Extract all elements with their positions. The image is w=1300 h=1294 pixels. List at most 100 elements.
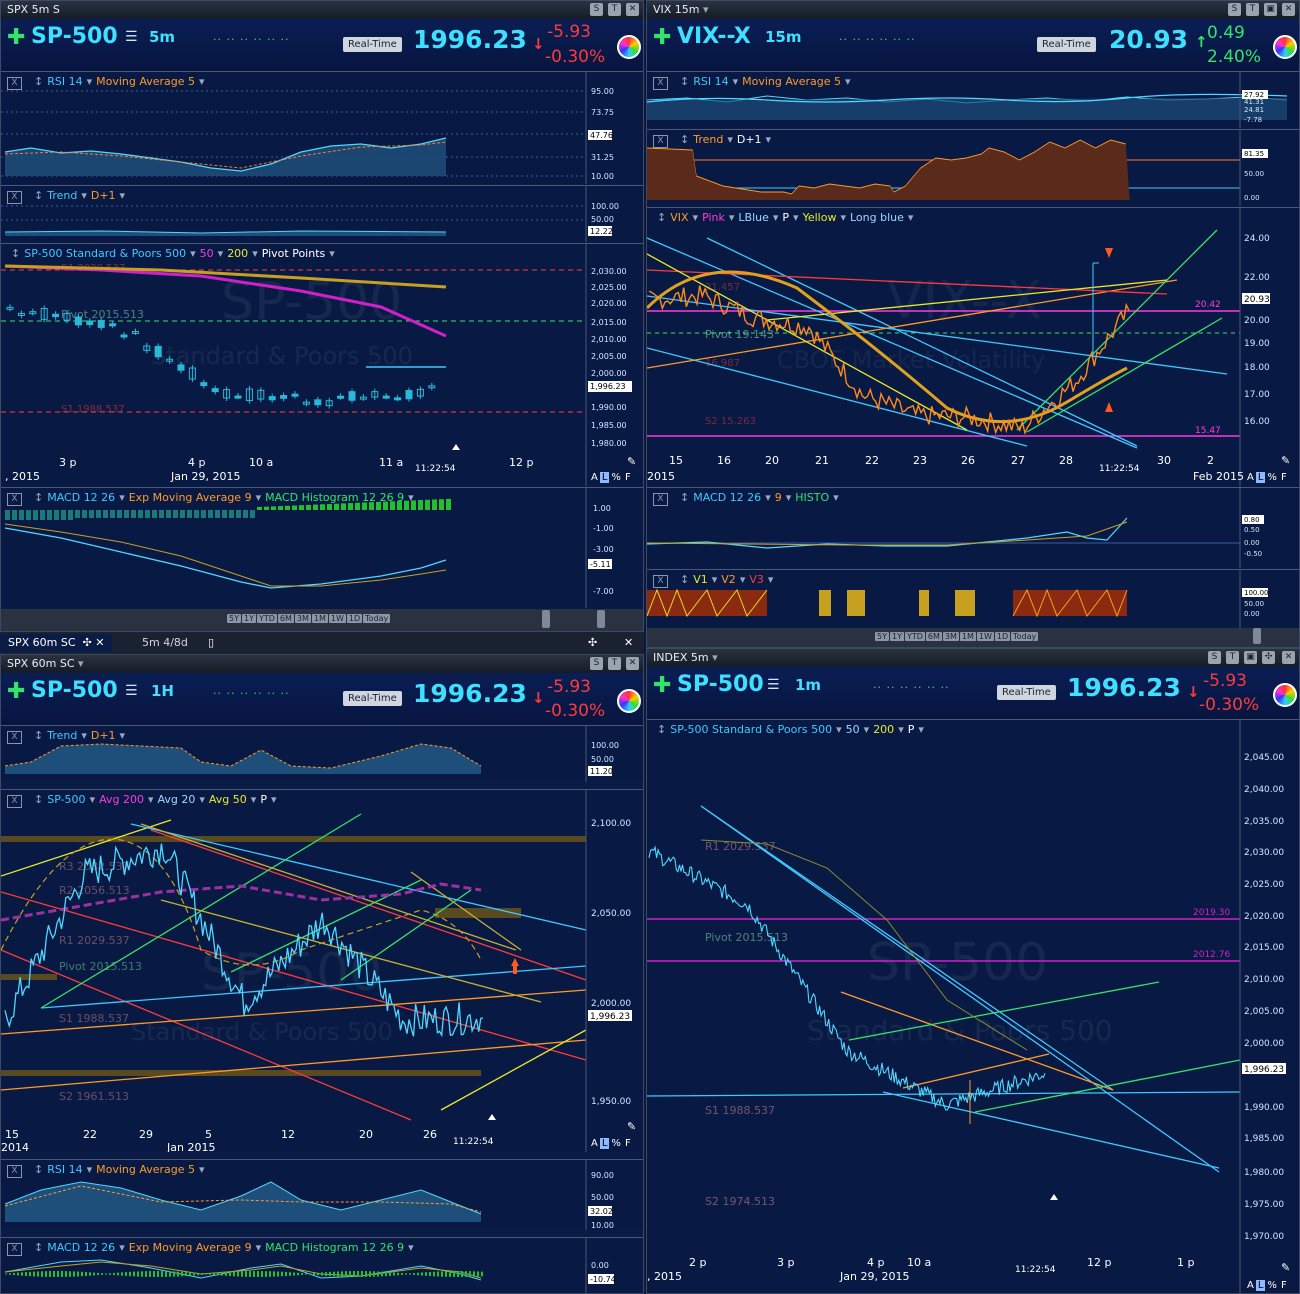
- settings-icon[interactable]: S: [590, 657, 603, 670]
- macd-chart: 1.00 -1.00 -3.00 -5.11 -7.00: [1, 488, 643, 631]
- link-icon[interactable]: ▣: [1264, 3, 1277, 16]
- color-wheel-icon[interactable]: [1273, 35, 1297, 59]
- time-stamp: 11:22:54: [415, 464, 456, 474]
- close-icon[interactable]: X: [7, 731, 22, 744]
- axis-mode-toggle[interactable]: A L% F: [591, 472, 631, 483]
- list-icon[interactable]: ☰: [767, 677, 780, 693]
- range-1y[interactable]: 1Y: [889, 632, 904, 641]
- text-icon[interactable]: T: [1226, 651, 1239, 664]
- symbol[interactable]: SP-500: [31, 24, 118, 49]
- close-icon[interactable]: X: [7, 77, 22, 90]
- panel-titlebar[interactable]: SPX 60m SC ▾ S T ✕: [1, 655, 643, 673]
- add-icon[interactable]: ✚: [653, 25, 672, 50]
- close-icon[interactable]: ✕: [624, 636, 634, 649]
- range-1m[interactable]: 1M: [959, 632, 976, 641]
- close-icon[interactable]: ✕: [626, 3, 639, 16]
- tab-5m[interactable]: 5m 4/8d: [142, 636, 188, 649]
- axis-mode-toggle[interactable]: A L% F: [591, 1138, 631, 1149]
- move-icon[interactable]: ✣: [588, 636, 598, 649]
- pencil-icon[interactable]: ✎: [1281, 1261, 1291, 1274]
- settings-icon[interactable]: S: [1228, 3, 1241, 16]
- price-chart: SP-500 Standard & Poors 500 R3 2082.537 …: [1, 790, 632, 1152]
- range-1m[interactable]: 1M: [311, 614, 328, 623]
- list-icon[interactable]: ☰: [125, 29, 138, 45]
- range-1d[interactable]: 1D: [994, 632, 1011, 641]
- close-icon[interactable]: ✕: [1282, 651, 1295, 664]
- change-percent: -0.30%: [545, 47, 606, 67]
- ma50-label: 50: [199, 247, 214, 260]
- text-icon[interactable]: T: [1246, 3, 1259, 16]
- settings-icon[interactable]: S: [590, 3, 603, 16]
- histogram-bar: [376, 501, 381, 510]
- range-3m[interactable]: 3M: [942, 632, 959, 641]
- close-icon[interactable]: X: [7, 191, 22, 204]
- close-icon[interactable]: ✕: [1282, 3, 1295, 16]
- link-icon[interactable]: ▣: [1244, 651, 1257, 664]
- x-label: 2 p: [689, 1256, 706, 1269]
- symbol[interactable]: SP-500: [31, 678, 118, 703]
- settings-icon[interactable]: S: [1208, 651, 1221, 664]
- histogram-bar: [341, 503, 346, 510]
- trend-chart: 100.00 50.00 11.20: [4, 726, 619, 782]
- histogram-bar: [217, 1272, 219, 1276]
- pencil-icon[interactable]: ✎: [1281, 454, 1291, 467]
- range-5y[interactable]: 5Y: [227, 614, 241, 623]
- histogram-bar: [54, 510, 59, 520]
- symbol[interactable]: SP-500: [677, 672, 764, 697]
- range-today[interactable]: Today: [363, 614, 391, 623]
- add-icon[interactable]: ✚: [653, 673, 672, 698]
- range-selector[interactable]: 5Y 1Y YTD 6M 3M 1M 1W 1D Today: [875, 632, 1039, 641]
- new-tab-icon[interactable]: ▯: [208, 636, 215, 649]
- close-icon[interactable]: X: [7, 795, 22, 808]
- interval-selector[interactable]: 1m: [795, 676, 822, 694]
- axis-mode-toggle[interactable]: A L% F: [1247, 472, 1287, 483]
- range-ytd[interactable]: YTD: [904, 632, 925, 641]
- ma50-label: 50: [845, 723, 860, 736]
- text-icon[interactable]: T: [608, 3, 621, 16]
- close-icon[interactable]: X: [7, 493, 22, 506]
- interval-selector[interactable]: 1H: [151, 682, 174, 700]
- x-label: 23: [913, 454, 927, 467]
- range-1y[interactable]: 1Y: [241, 614, 256, 623]
- color-wheel-icon[interactable]: [617, 35, 641, 59]
- color-wheel-icon[interactable]: [1273, 683, 1297, 707]
- close-icon[interactable]: X: [7, 1165, 22, 1178]
- pencil-icon[interactable]: ✎: [627, 1120, 637, 1133]
- range-1d[interactable]: 1D: [346, 614, 363, 623]
- range-6m[interactable]: 6M: [277, 614, 294, 623]
- histogram-bar: [165, 1271, 167, 1277]
- close-icon[interactable]: ✕: [626, 657, 639, 670]
- range-ytd[interactable]: YTD: [256, 614, 277, 623]
- panel-titlebar[interactable]: VIX 15m ▾ S T ▣ ✕: [647, 1, 1299, 19]
- range-5y[interactable]: 5Y: [875, 632, 889, 641]
- range-1w[interactable]: 1W: [328, 614, 346, 623]
- axis-mode-toggle[interactable]: A L% F: [1247, 1280, 1287, 1291]
- x-label: 11 a: [379, 456, 403, 469]
- close-icon[interactable]: X: [7, 1243, 22, 1256]
- range-3m[interactable]: 3M: [294, 614, 311, 623]
- color-wheel-icon[interactable]: [617, 689, 641, 713]
- move-icon[interactable]: ✣: [1262, 651, 1275, 664]
- range-1w[interactable]: 1W: [976, 632, 994, 641]
- price-tick: 1,950.00: [591, 1097, 631, 1107]
- add-icon[interactable]: ✚: [7, 679, 26, 704]
- close-icon[interactable]: X: [653, 575, 668, 588]
- interval-selector[interactable]: 5m: [149, 28, 176, 46]
- symbol[interactable]: VIX--X: [677, 24, 751, 49]
- text-icon[interactable]: T: [608, 657, 621, 670]
- price-tick: 1,996.23: [590, 1012, 630, 1022]
- avg20-label: Avg 20: [157, 793, 196, 806]
- pencil-icon[interactable]: ✎: [627, 455, 637, 468]
- close-icon[interactable]: X: [653, 493, 668, 506]
- list-icon[interactable]: ☰: [125, 683, 138, 699]
- tab-spx-60m[interactable]: SPX 60m SC ✣ ✕: [0, 634, 113, 652]
- range-6m[interactable]: 6M: [925, 632, 942, 641]
- close-icon[interactable]: X: [653, 135, 668, 148]
- range-today[interactable]: Today: [1011, 632, 1039, 641]
- add-icon[interactable]: ✚: [7, 25, 26, 50]
- close-icon[interactable]: X: [653, 77, 668, 90]
- panel-titlebar[interactable]: INDEX 5m ▾ S T ▣ ✣ ✕: [647, 649, 1299, 667]
- interval-selector[interactable]: 15m: [765, 28, 802, 46]
- range-selector[interactable]: 5Y 1Y YTD 6M 3M 1M 1W 1D Today: [227, 614, 391, 623]
- panel-titlebar[interactable]: SPX 5m S S T ✕: [1, 1, 643, 19]
